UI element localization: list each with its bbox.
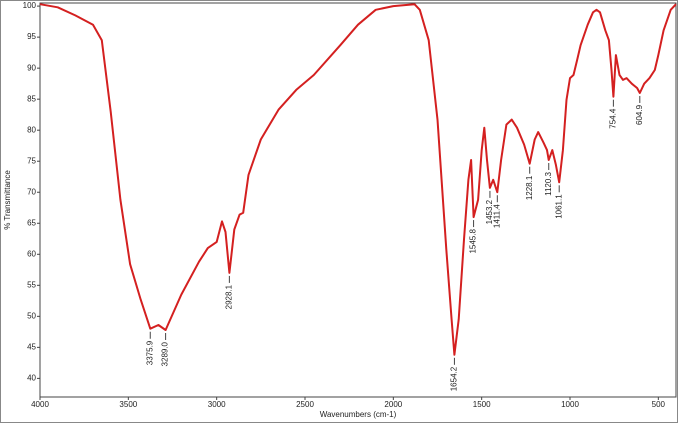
x-tick-label: 3500 <box>119 400 137 409</box>
peak-label: 2928.1 <box>224 284 233 309</box>
y-axis-label: % Transmittance <box>3 170 12 230</box>
peak-label: 1545.8 <box>469 229 478 254</box>
peak-label: 1654.2 <box>450 366 459 391</box>
y-tick-label: 100 <box>23 1 37 10</box>
peak-label: 3289.0 <box>161 341 170 366</box>
y-tick-label: 60 <box>27 249 36 258</box>
x-tick-label: 4000 <box>31 400 49 409</box>
peak-label: 604.9 <box>635 104 644 125</box>
y-tick-label: 80 <box>27 125 36 134</box>
x-tick-label: 1000 <box>561 400 579 409</box>
y-tick-label: 55 <box>27 280 36 289</box>
x-tick-label: 3000 <box>208 400 226 409</box>
y-tick-label: 50 <box>27 311 36 320</box>
x-axis-label: Wavenumbers (cm-1) <box>320 410 397 419</box>
y-tick-label: 85 <box>27 94 36 103</box>
y-tick-label: 65 <box>27 218 36 227</box>
peak-label: 3375.9 <box>145 340 154 365</box>
y-tick-label: 70 <box>27 187 36 196</box>
peak-label: 754.4 <box>608 108 617 129</box>
x-tick-label: 1500 <box>473 400 491 409</box>
plot-frame <box>39 2 677 398</box>
peak-label: 1120.3 <box>544 171 553 195</box>
peak-label: 1411.4 <box>492 204 501 228</box>
peak-label: 1228.1 <box>525 175 534 200</box>
x-tick-label: 2000 <box>384 400 402 409</box>
peak-label: 1061.1 <box>554 194 563 219</box>
x-tick-label: 500 <box>652 400 666 409</box>
y-tick-label: 40 <box>27 373 36 382</box>
y-tick-label: 90 <box>27 63 36 72</box>
y-tick-label: 75 <box>27 156 36 165</box>
y-tick-label: 95 <box>27 32 36 41</box>
y-tick-label: 45 <box>27 342 36 351</box>
spectrum-line <box>39 3 677 356</box>
peak-label: 1453.2 <box>485 199 494 224</box>
x-tick-label: 2500 <box>296 400 314 409</box>
